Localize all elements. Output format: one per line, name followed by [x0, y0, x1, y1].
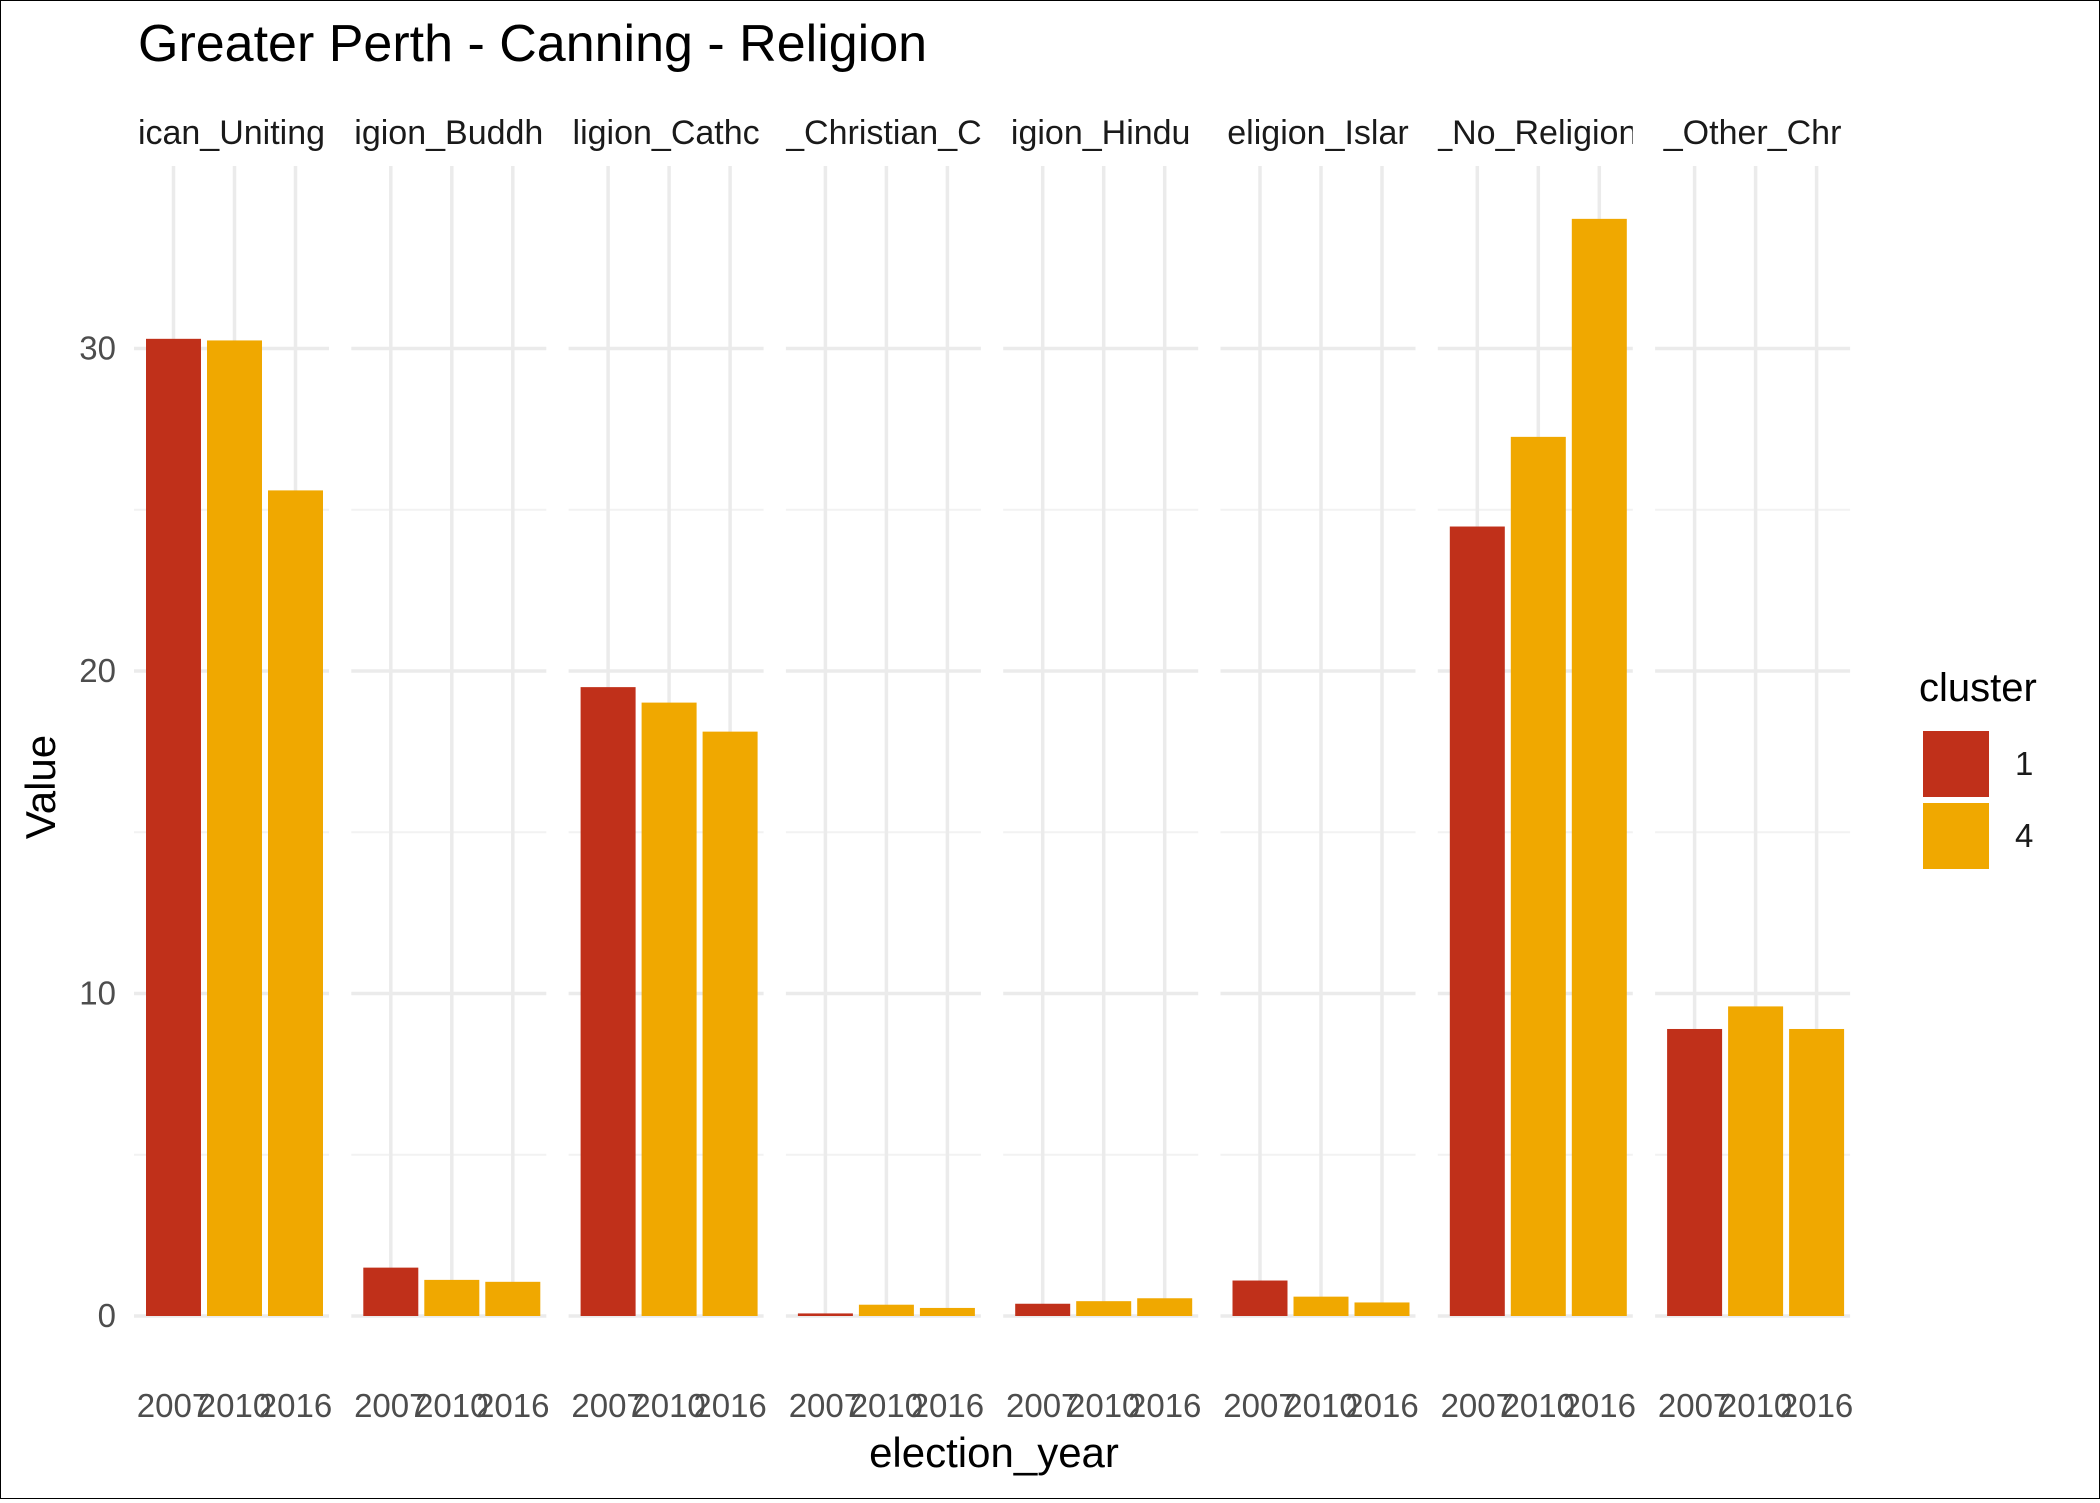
x-tick-label: 2007	[1223, 1387, 1296, 1424]
bar	[424, 1279, 480, 1316]
bar	[641, 702, 697, 1316]
facet-strip-label: _No_Religion	[1432, 114, 1637, 152]
facet-panels: ican_Uniting200720102016igion_Buddh20072…	[134, 114, 1853, 1424]
y-axis: 0 10 20 30	[79, 330, 116, 1335]
x-axis-title: election_year	[869, 1429, 1119, 1476]
x-tick-label: 2007	[1441, 1387, 1514, 1424]
facet-strip-label: _Christian_C	[784, 114, 982, 152]
facet-strip-label: eligion_Islar	[1227, 114, 1408, 152]
facet-strip-label: ligion_Cathc	[573, 114, 760, 152]
y-tick-label: 30	[79, 330, 116, 367]
bar	[207, 340, 262, 1316]
bar	[1232, 1280, 1288, 1316]
legend: cluster 1 4	[1919, 666, 2037, 869]
x-tick-label: 2007	[1006, 1387, 1079, 1424]
x-tick-label: 2010	[198, 1387, 271, 1424]
x-tick-label: 2016	[476, 1387, 549, 1424]
bar	[1293, 1296, 1349, 1316]
x-tick-label: 2007	[137, 1387, 210, 1424]
bar	[797, 1313, 853, 1316]
bar	[702, 731, 758, 1316]
bar	[485, 1281, 541, 1316]
bar	[1728, 1006, 1784, 1316]
bar	[1015, 1303, 1071, 1316]
bar	[1510, 436, 1566, 1316]
x-tick-label: 2016	[1128, 1387, 1201, 1424]
legend-label: 4	[2015, 817, 2033, 854]
bar	[858, 1304, 914, 1316]
x-tick-label: 2010	[850, 1387, 923, 1424]
bar	[1137, 1298, 1193, 1316]
chart-title: Greater Perth - Canning - Religion	[138, 15, 927, 73]
x-tick-label: 2007	[354, 1387, 427, 1424]
x-tick-label: 2016	[1563, 1387, 1636, 1424]
facet-strip-label: _Other_Chr	[1663, 114, 1842, 152]
legend-key	[1923, 803, 1989, 869]
bar	[919, 1307, 975, 1316]
y-tick-label: 20	[79, 652, 116, 689]
bar	[1789, 1028, 1845, 1316]
facet-strip-label: ican_Uniting	[138, 114, 325, 152]
legend-label: 1	[2015, 745, 2033, 782]
x-tick-label: 2010	[1067, 1387, 1140, 1424]
bar	[1667, 1028, 1723, 1316]
facet-strip-label: igion_Buddh	[354, 114, 543, 152]
x-tick-label: 2010	[1502, 1387, 1575, 1424]
legend-title: cluster	[1919, 666, 2037, 710]
legend-key	[1923, 731, 1989, 797]
x-tick-label: 2016	[693, 1387, 766, 1424]
y-tick-label: 0	[98, 1297, 116, 1334]
x-tick-label: 2007	[571, 1387, 644, 1424]
x-tick-label: 2007	[1658, 1387, 1731, 1424]
bar	[1571, 218, 1627, 1317]
x-tick-label: 2010	[1719, 1387, 1792, 1424]
x-tick-label: 2007	[789, 1387, 862, 1424]
x-tick-label: 2010	[632, 1387, 705, 1424]
x-tick-label: 2016	[1345, 1387, 1418, 1424]
x-tick-label: 2016	[259, 1387, 332, 1424]
x-tick-label: 2010	[415, 1387, 488, 1424]
bar	[363, 1267, 419, 1316]
x-tick-label: 2016	[1780, 1387, 1853, 1424]
bar	[146, 338, 201, 1316]
y-axis-title: Value	[17, 735, 64, 839]
bar	[1076, 1301, 1132, 1316]
x-tick-label: 2010	[1284, 1387, 1357, 1424]
bar	[1354, 1302, 1410, 1316]
bar	[1449, 526, 1505, 1316]
bar	[268, 490, 323, 1316]
facet-strip-label: igion_Hindu	[1011, 114, 1191, 152]
x-tick-label: 2016	[911, 1387, 984, 1424]
y-tick-label: 10	[79, 975, 116, 1012]
bar	[580, 687, 636, 1316]
